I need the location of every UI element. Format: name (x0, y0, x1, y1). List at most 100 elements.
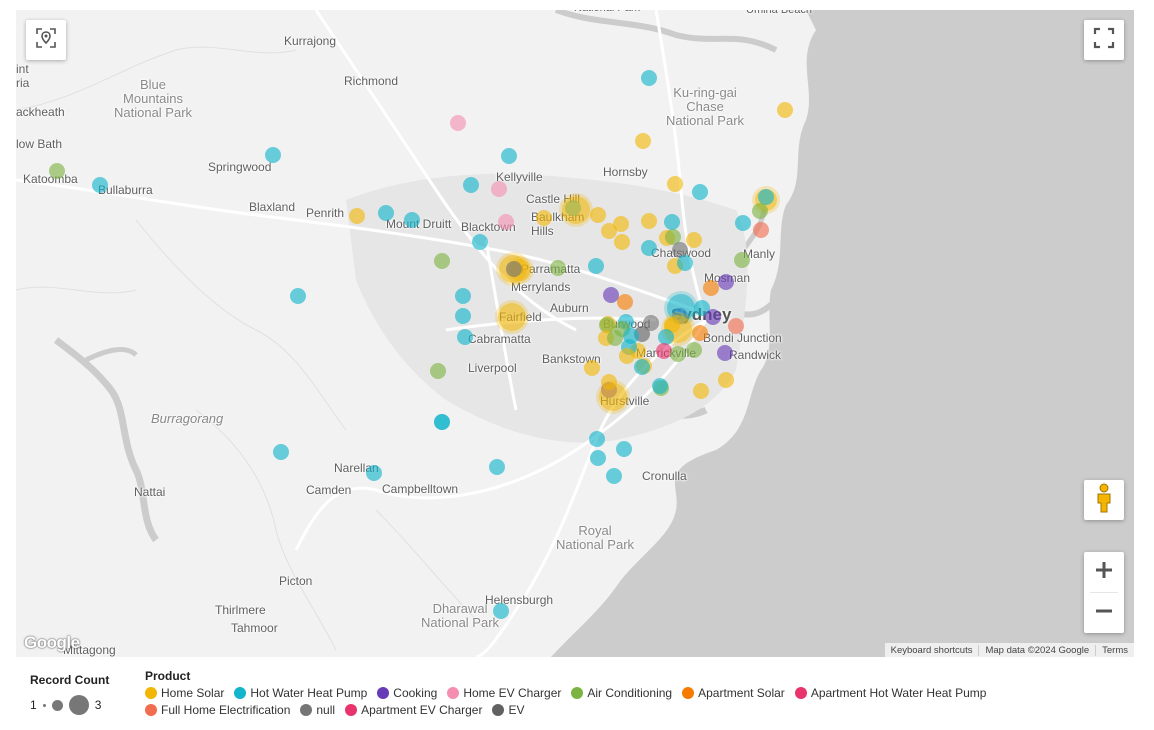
data-point-home-solar[interactable] (590, 207, 606, 223)
data-point-home-solar[interactable] (562, 196, 590, 224)
data-point-home-solar[interactable] (601, 223, 617, 239)
data-point-home-solar[interactable] (686, 232, 702, 248)
data-point-home-solar[interactable] (536, 210, 552, 226)
data-point-hot-water-heat-pump[interactable] (501, 148, 517, 164)
data-point-hot-water-heat-pump[interactable] (589, 431, 605, 447)
legend-swatch (300, 704, 313, 716)
keyboard-shortcuts-link[interactable]: Keyboard shortcuts (890, 644, 973, 656)
data-point-hot-water-heat-pump[interactable] (658, 329, 674, 345)
data-point-air-conditioning[interactable] (607, 330, 623, 346)
data-point-air-conditioning[interactable] (734, 252, 750, 268)
legend-item-hot-water-heat-pump[interactable]: Hot Water Heat Pump (234, 686, 367, 700)
legend-item-cooking[interactable]: Cooking (377, 686, 437, 700)
data-point-hot-water-heat-pump[interactable] (616, 441, 632, 457)
data-point-cooking[interactable] (718, 274, 734, 290)
fullscreen-button[interactable] (1084, 20, 1124, 60)
data-point-hot-water-heat-pump[interactable] (692, 184, 708, 200)
data-point-home-solar[interactable] (777, 102, 793, 118)
data-point-hot-water-heat-pump[interactable] (463, 177, 479, 193)
data-point-home-ev-charger[interactable] (491, 181, 507, 197)
legend-label: Home Solar (161, 686, 225, 700)
street-view-button[interactable] (1084, 480, 1124, 520)
data-point-hot-water-heat-pump[interactable] (455, 288, 471, 304)
legend-item-home-solar[interactable]: Home Solar (145, 686, 224, 700)
data-point-home-solar[interactable] (667, 176, 683, 192)
data-point-air-conditioning[interactable] (550, 260, 566, 276)
data-point-hot-water-heat-pump[interactable] (273, 444, 289, 460)
legend-item-ev[interactable]: EV (492, 703, 524, 717)
data-point-air-conditioning[interactable] (49, 163, 65, 179)
data-point-hot-water-heat-pump[interactable] (290, 288, 306, 304)
data-point-hot-water-heat-pump[interactable] (489, 459, 505, 475)
data-point-apartment-solar[interactable] (703, 280, 719, 296)
data-point-hot-water-heat-pump[interactable] (652, 378, 668, 394)
data-point-air-conditioning[interactable] (434, 253, 450, 269)
data-point-hot-water-heat-pump[interactable] (735, 215, 751, 231)
data-point-air-conditioning[interactable] (430, 363, 446, 379)
data-point-home-solar[interactable] (614, 234, 630, 250)
map-canvas[interactable]: National Park Umina Beach Kurrajong Richmon… (16, 10, 1134, 657)
data-point-apartment-hot-water-heat-pump[interactable] (656, 343, 672, 359)
legend-item-air-conditioning[interactable]: Air Conditioning (571, 686, 672, 700)
data-point-home-solar[interactable] (599, 383, 627, 411)
data-point-hot-water-heat-pump[interactable] (606, 468, 622, 484)
data-point-cooking[interactable] (717, 345, 733, 361)
place-label-campbelltown: Campbelltown (382, 482, 459, 496)
data-point-air-conditioning[interactable] (665, 229, 681, 245)
legend-item-home-ev-charger[interactable]: Home EV Charger (447, 686, 561, 700)
data-point-hot-water-heat-pump[interactable] (664, 214, 680, 230)
data-point-air-conditioning[interactable] (752, 203, 768, 219)
data-point-air-conditioning[interactable] (686, 342, 702, 358)
data-point-hot-water-heat-pump[interactable] (634, 359, 650, 375)
data-point-home-solar[interactable] (349, 208, 365, 224)
legend-item-apartment-hot-water-heat-pump[interactable]: Apartment Hot Water Heat Pump (794, 686, 986, 700)
terms-link[interactable]: Terms (1095, 644, 1134, 656)
data-point-hot-water-heat-pump[interactable] (758, 189, 774, 205)
legend-item-apartment-ev-charger[interactable]: Apartment EV Charger (345, 703, 482, 717)
data-point-hot-water-heat-pump[interactable] (265, 147, 281, 163)
data-point-full-home-electrification[interactable] (753, 222, 769, 238)
data-point-home-solar[interactable] (693, 383, 709, 399)
data-point-home-ev-charger[interactable] (450, 115, 466, 131)
data-point-hot-water-heat-pump[interactable] (641, 70, 657, 86)
data-point-null[interactable] (672, 242, 688, 258)
data-point-home-solar[interactable] (498, 303, 526, 331)
data-point-hot-water-heat-pump[interactable] (434, 414, 450, 430)
legend-item-null[interactable]: null (300, 703, 335, 717)
locate-button[interactable] (26, 20, 66, 60)
data-point-home-solar[interactable] (613, 216, 629, 232)
legend-swatch (682, 687, 695, 699)
zoom-in-button[interactable] (1084, 552, 1124, 592)
data-point-hot-water-heat-pump[interactable] (677, 255, 693, 271)
data-point-home-solar[interactable] (718, 372, 734, 388)
data-point-hot-water-heat-pump[interactable] (588, 258, 604, 274)
data-point-apartment-solar[interactable] (617, 294, 633, 310)
data-point-hot-water-heat-pump[interactable] (92, 177, 108, 193)
data-point-home-solar[interactable] (619, 348, 635, 364)
data-point-home-ev-charger[interactable] (498, 214, 514, 230)
place-label-royal-national-park: Royal National Park (556, 523, 635, 552)
data-point-hot-water-heat-pump[interactable] (378, 205, 394, 221)
data-point-hot-water-heat-pump[interactable] (455, 308, 471, 324)
data-point-air-conditioning[interactable] (670, 346, 686, 362)
legend-item-apartment-solar[interactable]: Apartment Solar (682, 686, 785, 700)
data-point-hot-water-heat-pump[interactable] (493, 603, 509, 619)
data-point-hot-water-heat-pump[interactable] (404, 212, 420, 228)
zoom-out-button[interactable] (1084, 593, 1124, 633)
data-point-full-home-electrification[interactable] (728, 318, 744, 334)
data-point-cooking[interactable] (705, 309, 721, 325)
data-point-hot-water-heat-pump[interactable] (472, 234, 488, 250)
legend-item-full-home-electrification[interactable]: Full Home Electrification (145, 703, 290, 717)
data-point-hot-water-heat-pump[interactable] (457, 329, 473, 345)
data-point-null[interactable] (506, 261, 522, 277)
data-point-apartment-solar[interactable] (692, 325, 708, 341)
data-point-air-conditioning[interactable] (599, 317, 615, 333)
data-point-hot-water-heat-pump[interactable] (590, 450, 606, 466)
legend-swatch (377, 687, 390, 699)
data-point-cooking[interactable] (603, 287, 619, 303)
data-point-hot-water-heat-pump[interactable] (641, 240, 657, 256)
data-point-home-solar[interactable] (584, 360, 600, 376)
data-point-hot-water-heat-pump[interactable] (366, 465, 382, 481)
data-point-home-solar[interactable] (635, 133, 651, 149)
data-point-home-solar[interactable] (641, 213, 657, 229)
